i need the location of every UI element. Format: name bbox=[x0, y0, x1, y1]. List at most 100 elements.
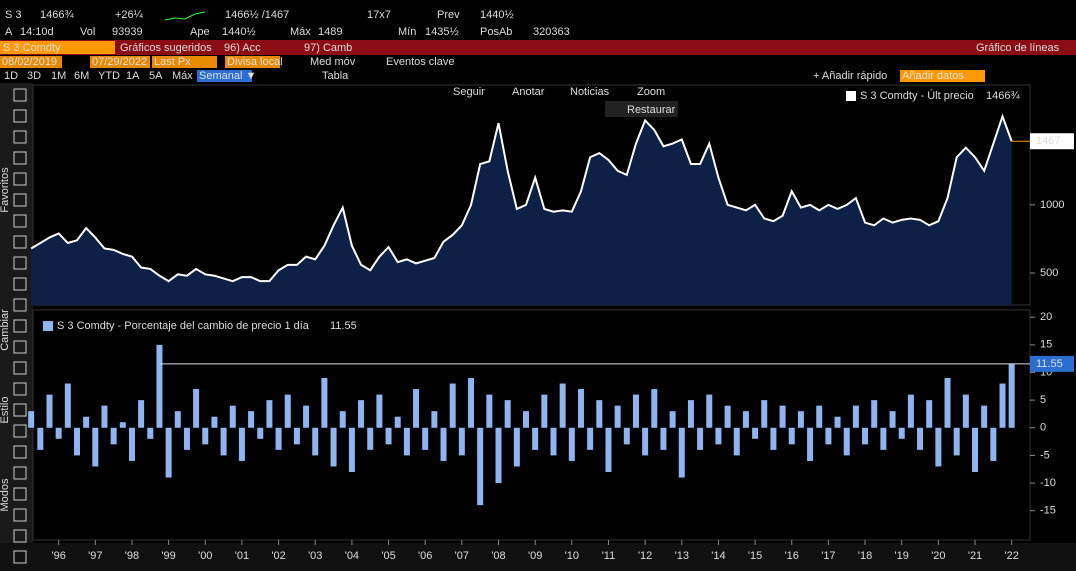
period-button[interactable]: Semanal ▼ bbox=[199, 70, 256, 82]
tool-icon[interactable] bbox=[13, 298, 27, 312]
quote-field: 1489 bbox=[318, 26, 342, 38]
change-bar bbox=[807, 427, 814, 461]
x-tick-label: '20 bbox=[931, 550, 945, 562]
tool-icon[interactable] bbox=[13, 256, 27, 270]
tool-icon[interactable] bbox=[13, 424, 27, 438]
menu-item[interactable]: Gráfico de líneas bbox=[976, 42, 1060, 54]
tool-icon[interactable] bbox=[13, 319, 27, 333]
tool-icon[interactable] bbox=[13, 193, 27, 207]
menu-item[interactable]: 96) Acc bbox=[224, 42, 261, 54]
restore-button[interactable] bbox=[605, 101, 678, 117]
x-tick-label: '04 bbox=[345, 550, 359, 562]
sparkline bbox=[164, 11, 206, 21]
period-active[interactable] bbox=[197, 70, 252, 82]
change-bar bbox=[284, 394, 291, 428]
x-tick-label: '14 bbox=[711, 550, 725, 562]
settings-field[interactable]: Divisa local bbox=[227, 56, 283, 68]
y-tick-label: -10 bbox=[1040, 477, 1056, 489]
change-bar bbox=[119, 422, 126, 428]
period-button[interactable]: 3D bbox=[27, 70, 41, 82]
chart-tool[interactable]: Zoom bbox=[637, 86, 665, 98]
period-button[interactable]: 1A bbox=[126, 70, 140, 82]
last-price-label: 1467 bbox=[1036, 135, 1060, 147]
change-bar bbox=[55, 427, 62, 439]
change-bar bbox=[587, 427, 594, 450]
period-button[interactable]: 5A bbox=[149, 70, 163, 82]
tool-icon[interactable] bbox=[13, 151, 27, 165]
change-bar bbox=[752, 427, 759, 439]
x-tick-label: '13 bbox=[675, 550, 689, 562]
change-bar bbox=[193, 389, 200, 428]
tool-icon[interactable] bbox=[13, 487, 27, 501]
settings-field[interactable]: Last Px bbox=[154, 56, 191, 68]
period-button[interactable]: Tabla bbox=[322, 70, 349, 82]
tool-icon[interactable] bbox=[13, 361, 27, 375]
field-box[interactable] bbox=[152, 56, 217, 68]
change-bar bbox=[431, 411, 438, 428]
change-bar bbox=[614, 405, 621, 428]
change-bar bbox=[770, 427, 777, 450]
change-bar bbox=[220, 427, 227, 456]
settings-field[interactable]: 08/02/2019 bbox=[2, 56, 57, 68]
chart-tool[interactable]: Noticias bbox=[570, 86, 610, 98]
period-button[interactable]: YTD bbox=[98, 70, 120, 82]
menu-item[interactable]: 97) Camb bbox=[304, 42, 352, 54]
tool-icon[interactable] bbox=[13, 88, 27, 102]
tool-icon[interactable] bbox=[13, 277, 27, 291]
period-button[interactable]: 6M bbox=[74, 70, 89, 82]
quote-field: Vol bbox=[80, 26, 95, 38]
tool-icon[interactable] bbox=[13, 529, 27, 543]
x-tick-label: '00 bbox=[198, 550, 212, 562]
menu-item[interactable]: S 3 Comdty bbox=[3, 42, 61, 54]
tool-icon[interactable] bbox=[13, 214, 27, 228]
tool-icon[interactable] bbox=[13, 550, 27, 564]
tool-icon[interactable] bbox=[13, 382, 27, 396]
x-tick-label: '97 bbox=[88, 550, 102, 562]
change-bar bbox=[229, 405, 236, 428]
tool-icon[interactable] bbox=[13, 109, 27, 123]
change-bar bbox=[211, 416, 218, 428]
y-tick-label: 1000 bbox=[1040, 199, 1064, 211]
change-bar bbox=[981, 405, 988, 428]
tool-icon[interactable] bbox=[13, 235, 27, 249]
last-value-label: 11.55 bbox=[1036, 358, 1063, 370]
tool-icon[interactable] bbox=[13, 172, 27, 186]
change-bar bbox=[128, 427, 135, 461]
x-tick-label: '06 bbox=[418, 550, 432, 562]
side-label: Estilo bbox=[0, 397, 11, 424]
settings-field[interactable]: 07/29/2022 bbox=[92, 56, 147, 68]
quote-field: 1440½ bbox=[480, 9, 514, 21]
chart-tool[interactable]: Restaurar bbox=[627, 104, 676, 116]
change-bar bbox=[202, 427, 209, 445]
settings-field[interactable]: Eventos clave bbox=[386, 56, 454, 68]
change-bar bbox=[449, 383, 456, 428]
field-box[interactable] bbox=[0, 56, 62, 68]
add-data-box[interactable] bbox=[900, 70, 985, 82]
field-box[interactable] bbox=[225, 56, 280, 68]
settings-field[interactable]: Med móv bbox=[310, 56, 356, 68]
side-label: Favoritos bbox=[0, 167, 11, 213]
y-tick-label: 15 bbox=[1040, 339, 1052, 351]
period-button[interactable]: 1M bbox=[51, 70, 66, 82]
change-bar bbox=[742, 411, 749, 428]
tool-icon[interactable] bbox=[13, 466, 27, 480]
tool-icon[interactable] bbox=[13, 403, 27, 417]
tool-icon[interactable] bbox=[13, 340, 27, 354]
tool-icon[interactable] bbox=[13, 508, 27, 522]
change-bar bbox=[28, 411, 35, 428]
change-bar bbox=[348, 427, 355, 472]
period-button[interactable]: Añadir datos bbox=[902, 70, 964, 82]
period-button[interactable]: + Añadir rápido bbox=[813, 70, 887, 82]
chart-tool[interactable]: Anotar bbox=[512, 86, 545, 98]
period-button[interactable]: Máx bbox=[172, 70, 193, 82]
change-bar bbox=[669, 411, 676, 428]
menu-item[interactable]: Gráficos sugeridos bbox=[120, 42, 212, 54]
field-box[interactable] bbox=[90, 56, 150, 68]
chart-tool[interactable]: Seguir bbox=[453, 86, 485, 98]
change-bar bbox=[83, 416, 90, 428]
tool-icon[interactable] bbox=[13, 130, 27, 144]
x-tick-label: '02 bbox=[271, 550, 285, 562]
period-button[interactable]: 1D bbox=[4, 70, 18, 82]
tool-icon[interactable] bbox=[13, 445, 27, 459]
x-tick-label: '01 bbox=[235, 550, 249, 562]
